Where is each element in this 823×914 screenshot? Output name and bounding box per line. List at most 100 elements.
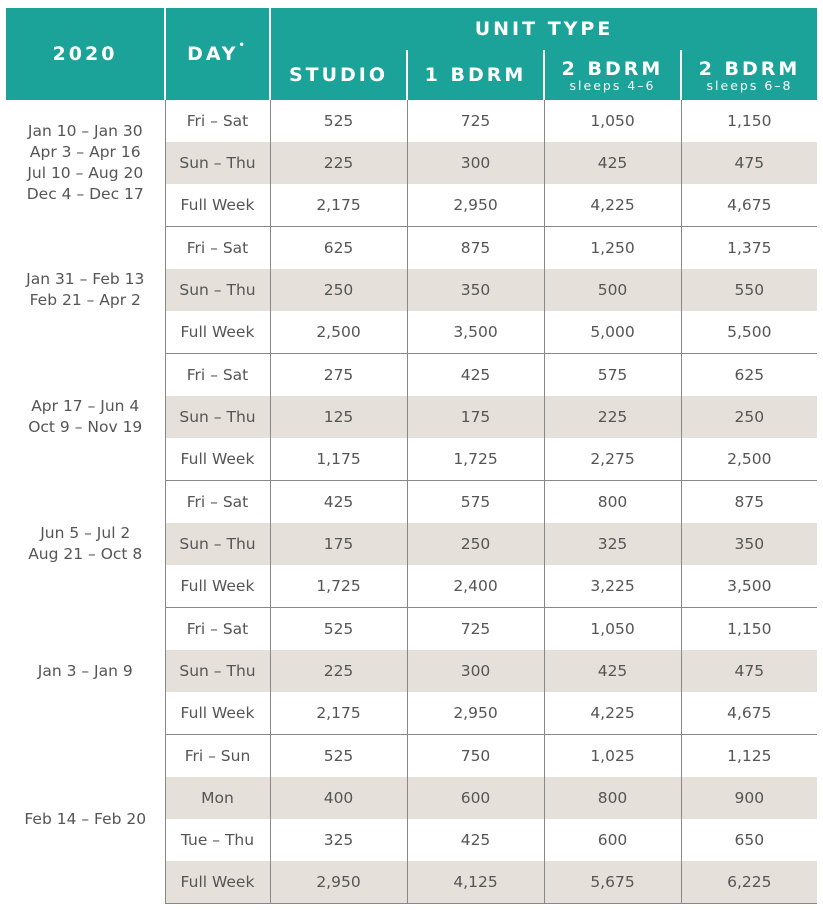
- day-cell: Fri – Sat: [165, 353, 271, 396]
- bdrm2-sleeps-6-8-value-cell: 250: [681, 396, 818, 438]
- day-cell: Sun – Thu: [165, 396, 271, 438]
- season-date-range: Jun 5 – Jul 2: [40, 524, 131, 542]
- season-date-range: Jan 3 – Jan 9: [37, 661, 133, 680]
- studio-value-cell: 1,175: [270, 438, 408, 481]
- bdrm1-value-cell: 1,725: [407, 438, 545, 481]
- day-cell: Fri – Sat: [165, 607, 271, 650]
- season-dates-cell: Jan 10 – Jan 30 Apr 3 – Apr 16 Jul 10 – Au…: [6, 100, 166, 227]
- day-cell: Fri – Sat: [165, 226, 271, 269]
- studio-value-cell: 525: [270, 607, 408, 650]
- bdrm2-sleeps-4-6-value-cell: 5,000: [544, 311, 682, 354]
- bdrm2-sleeps-4-6-value-cell: 4,225: [544, 184, 682, 227]
- bdrm1-value-cell: 4,125: [407, 861, 545, 904]
- bdrm2-sleeps-4-6-value-cell: 575: [544, 353, 682, 396]
- table-row: Mon 400 600 800 900: [6, 777, 818, 819]
- studio-value-cell: 2,175: [270, 184, 408, 227]
- bdrm2-sleeps-4-6-value-cell: 1,050: [544, 100, 682, 142]
- table-row: Sun – Thu 225 300 425 475: [6, 142, 818, 184]
- bdrm1-value-cell: 2,950: [407, 692, 545, 735]
- bdrm1-value-cell: 3,500: [407, 311, 545, 354]
- day-cell: Sun – Thu: [165, 650, 271, 692]
- season-date-range: Aug 21 – Oct 8: [28, 545, 143, 563]
- bdrm2-sleeps-6-8-value-cell: 4,675: [681, 692, 818, 735]
- table-row: Jan 3 – Jan 9 Fri – Sat 525 725 1,050 1,150: [6, 607, 817, 735]
- table-row: Sun – Thu 175 250 325 350: [6, 523, 818, 565]
- bdrm2a-sublabel: sleeps 4–6: [569, 78, 656, 93]
- bdrm2-sleeps-6-8-value-cell: 1,150: [727, 112, 772, 130]
- studio-value-cell: 225: [270, 650, 408, 692]
- bdrm2-sleeps-4-6-value-cell: 425: [544, 650, 682, 692]
- bdrm2-sleeps-4-6-value-cell: 1,050: [544, 607, 682, 650]
- bdrm2b-sublabel: sleeps 6–8: [706, 78, 793, 93]
- season-date-range: Jul 10 – Aug 20: [27, 164, 144, 183]
- studio-value-cell: 2,500: [270, 311, 408, 354]
- season-date-range: Apr 17 – Jun 4: [31, 397, 140, 415]
- bdrm2-sleeps-4-6-value-cell: 500: [544, 269, 682, 311]
- day-cell: Full Week: [165, 311, 271, 354]
- bdrm2-sleeps-6-8-value-cell: 475: [681, 650, 818, 692]
- season-date-range: Apr 3 – Apr 16: [29, 143, 141, 162]
- bdrm2-sleeps-6-8-value-cell: 350: [681, 523, 818, 565]
- bdrm1-value-cell: 300: [407, 142, 545, 184]
- studio-value-cell: 2,175: [270, 692, 408, 735]
- bdrm1-value-cell: 875: [407, 226, 545, 269]
- day-cell: Sun – Thu: [165, 523, 271, 565]
- season-dates-cell: Jun 5 – Jul 2 Aug 21 – Oct 8: [6, 480, 166, 608]
- bdrm1-value-cell: 175: [407, 396, 545, 438]
- table-row: Sun – Thu 125 175 225 250: [6, 396, 818, 438]
- table-row: Tue – Thu 325 425 600 650: [6, 819, 817, 861]
- studio-value-cell: 225: [270, 142, 408, 184]
- bdrm2-sleeps-6-8-value-cell: 4,675: [681, 184, 818, 227]
- table-body: Jan 10 – Jan 30 Apr 3 – Apr 16 Jul 10 – Au…: [6, 100, 818, 904]
- table-row: Full Week 1,175 1,725 2,275 2,500: [6, 438, 818, 481]
- studio-value-cell: 525: [270, 734, 408, 777]
- bdrm2-sleeps-4-6-header: 2 BDRM sleeps 4–6: [544, 50, 682, 100]
- studio-value-cell: 125: [270, 396, 408, 438]
- bdrm1-value-cell: 575: [407, 480, 545, 523]
- table-row: Full Week 2,175 2,950 4,225 4,675: [6, 692, 818, 735]
- season-dates-cell: Jan 3 – Jan 9: [6, 607, 166, 735]
- bdrm2-sleeps-6-8-value-cell: 650: [734, 831, 765, 849]
- table-row: Full Week 2,500 3,500 5,000 5,500: [6, 311, 818, 354]
- rate-chart-table: 2020 DAY• UNIT TYPE STUDIO 1 BDRM 2 BDRM…: [6, 8, 818, 904]
- season-dates-cell: Feb 14 – Feb 20: [6, 734, 166, 904]
- season-dates-cell: Apr 17 – Jun 4 Oct 9 – Nov 19: [6, 353, 166, 481]
- bdrm1-value-cell: 2,400: [407, 565, 545, 608]
- bdrm2-sleeps-6-8-value-cell: 2,500: [681, 438, 818, 481]
- season-date-range: Jan 10 – Jan 30: [27, 122, 143, 141]
- bdrm2a-label: 2 BDRM: [561, 58, 664, 80]
- day-cell: Full Week: [165, 184, 271, 227]
- bdrm2-sleeps-6-8-value-cell: 875: [734, 493, 765, 511]
- day-cell: Fri – Sat: [165, 480, 271, 523]
- day-cell: Mon: [165, 777, 271, 819]
- season-dates-cell: Jan 31 – Feb 13 Feb 21 – Apr 2: [6, 226, 166, 354]
- studio-value-cell: 325: [270, 819, 408, 861]
- bdrm2-sleeps-4-6-value-cell: 3,225: [544, 565, 682, 608]
- bdrm2-sleeps-4-6-value-cell: 600: [544, 819, 682, 861]
- table-row: Full Week 1,725 2,400 3,225 3,500: [6, 565, 818, 608]
- unit-type-header: UNIT TYPE: [270, 8, 818, 50]
- bdrm2-sleeps-6-8-value-cell: 1,375: [727, 239, 772, 257]
- season-date-range: Jan 31 – Feb 13: [26, 270, 145, 288]
- bdrm2-sleeps-4-6-value-cell: 4,225: [544, 692, 682, 735]
- bdrm2-sleeps-4-6-value-cell: 1,025: [544, 734, 682, 777]
- year-header: 2020: [6, 8, 166, 100]
- table-row: Jan 31 – Feb 13 Feb 21 – Apr 2 Fri – Sat 62…: [6, 226, 817, 354]
- studio-value-cell: 425: [270, 480, 408, 523]
- season-date-range: Oct 9 – Nov 19: [28, 418, 143, 436]
- bdrm1-value-cell: 750: [407, 734, 545, 777]
- table-row: Feb 14 – Feb 20 Fri – Sun 525 750 1,025 1,125: [6, 734, 817, 904]
- studio-value-cell: 275: [270, 353, 408, 396]
- bdrm2-sleeps-4-6-value-cell: 1,250: [544, 226, 682, 269]
- day-header: DAY•: [165, 8, 271, 100]
- day-cell: Full Week: [165, 692, 271, 735]
- table-row: Sun – Thu 250 350 500 550: [6, 269, 818, 311]
- bdrm1-value-cell: 2,950: [407, 184, 545, 227]
- table-row: Jun 5 – Jul 2 Aug 21 – Oct 8 Fri – Sat 425 5…: [6, 480, 817, 608]
- day-cell: Tue – Thu: [165, 819, 271, 861]
- bdrm1-header: 1 BDRM: [407, 50, 545, 100]
- season-date-range: Dec 4 – Dec 17: [26, 185, 144, 204]
- bdrm1-value-cell: 425: [407, 819, 545, 861]
- bdrm2-sleeps-4-6-value-cell: 225: [544, 396, 682, 438]
- bdrm2-sleeps-6-8-value-cell: 900: [681, 777, 818, 819]
